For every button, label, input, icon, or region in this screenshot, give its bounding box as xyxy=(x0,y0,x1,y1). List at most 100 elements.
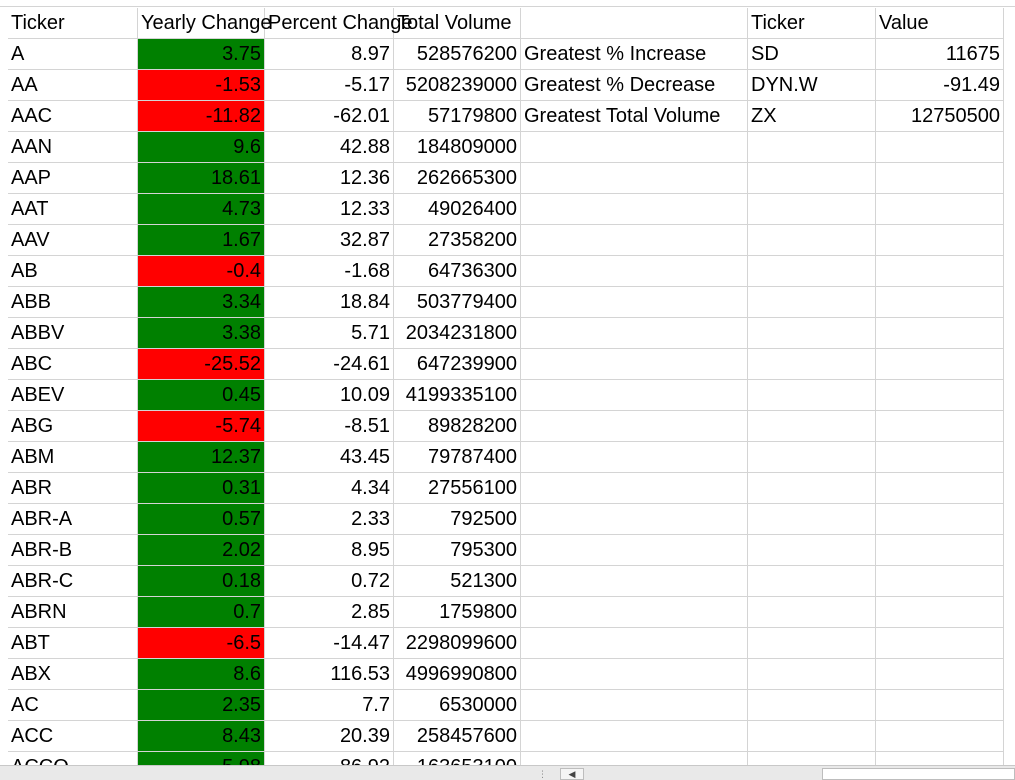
cell-yearly-change[interactable]: 0.31 xyxy=(138,473,265,504)
cell-percent-change[interactable]: 0.72 xyxy=(265,566,394,597)
cell-percent-change[interactable]: 8.95 xyxy=(265,535,394,566)
cell-percent-change[interactable]: 20.39 xyxy=(265,721,394,752)
header-percent-change[interactable]: Percent Change xyxy=(265,8,413,39)
cell-empty[interactable] xyxy=(748,504,876,535)
cell-ticker[interactable]: ABRN xyxy=(8,597,138,628)
cell-total-volume[interactable]: 2034231800 xyxy=(394,318,521,349)
scroll-left-arrow-icon[interactable]: ◀ xyxy=(560,768,584,780)
cell-summary-label[interactable]: Greatest % Decrease xyxy=(521,70,748,101)
cell-summary-value[interactable]: -91.49 xyxy=(876,70,1004,101)
cell-empty[interactable] xyxy=(876,256,1004,287)
cell-empty[interactable] xyxy=(876,752,1004,765)
cell-empty[interactable] xyxy=(876,287,1004,318)
cell-yearly-change[interactable]: 0.57 xyxy=(138,504,265,535)
cell-total-volume[interactable]: 89828200 xyxy=(394,411,521,442)
cell-empty[interactable] xyxy=(521,349,748,380)
cell-empty[interactable] xyxy=(521,473,748,504)
cell-percent-change[interactable]: 4.34 xyxy=(265,473,394,504)
cell-summary-value[interactable]: 12750500 xyxy=(876,101,1004,132)
cell-empty[interactable] xyxy=(748,690,876,721)
cell-total-volume[interactable]: 64736300 xyxy=(394,256,521,287)
cell-ticker[interactable]: ABG xyxy=(8,411,138,442)
cell-ticker[interactable]: ABR-C xyxy=(8,566,138,597)
cell-percent-change[interactable]: -24.61 xyxy=(265,349,394,380)
cell-empty[interactable] xyxy=(876,628,1004,659)
cell-ticker[interactable]: AA xyxy=(8,70,138,101)
cell-empty[interactable] xyxy=(748,597,876,628)
cell-empty[interactable] xyxy=(876,442,1004,473)
cell-yearly-change[interactable]: -1.53 xyxy=(138,70,265,101)
cell-yearly-change[interactable]: -0.4 xyxy=(138,256,265,287)
cell-yearly-change[interactable]: 18.61 xyxy=(138,163,265,194)
cell-yearly-change[interactable]: 8.6 xyxy=(138,659,265,690)
cell-empty[interactable] xyxy=(876,349,1004,380)
header-summary-ticker[interactable]: Ticker xyxy=(748,8,876,39)
cell-empty[interactable] xyxy=(521,194,748,225)
cell-yearly-change[interactable]: 12.37 xyxy=(138,442,265,473)
cell-percent-change[interactable]: 12.33 xyxy=(265,194,394,225)
horizontal-scrollbar[interactable]: ⋮ ◀ xyxy=(0,765,1015,780)
cell-total-volume[interactable]: 184809000 xyxy=(394,132,521,163)
cell-empty[interactable] xyxy=(748,349,876,380)
cell-percent-change[interactable]: 42.88 xyxy=(265,132,394,163)
cell-yearly-change[interactable]: 3.34 xyxy=(138,287,265,318)
cell-percent-change[interactable]: 2.33 xyxy=(265,504,394,535)
cell-total-volume[interactable]: 258457600 xyxy=(394,721,521,752)
cell-ticker[interactable]: AAT xyxy=(8,194,138,225)
cell-empty[interactable] xyxy=(748,318,876,349)
cell-total-volume[interactable]: 6530000 xyxy=(394,690,521,721)
cell-percent-change[interactable]: -62.01 xyxy=(265,101,394,132)
cell-empty[interactable] xyxy=(876,566,1004,597)
cell-empty[interactable] xyxy=(521,256,748,287)
scrollbar-thumb[interactable] xyxy=(822,768,1015,780)
cell-yearly-change[interactable]: 5.98 xyxy=(138,752,265,765)
cell-ticker[interactable]: AB xyxy=(8,256,138,287)
cell-total-volume[interactable]: 2298099600 xyxy=(394,628,521,659)
cell-empty[interactable] xyxy=(748,411,876,442)
cell-empty[interactable] xyxy=(748,566,876,597)
cell-yearly-change[interactable]: 8.43 xyxy=(138,721,265,752)
cell-ticker[interactable]: ABEV xyxy=(8,380,138,411)
cell-empty[interactable] xyxy=(521,287,748,318)
cell-ticker[interactable]: ABC xyxy=(8,349,138,380)
cell-yearly-change[interactable]: 4.73 xyxy=(138,194,265,225)
cell-percent-change[interactable]: 12.36 xyxy=(265,163,394,194)
cell-ticker[interactable]: ABR xyxy=(8,473,138,504)
cell-total-volume[interactable]: 163653100 xyxy=(394,752,521,765)
cell-total-volume[interactable]: 49026400 xyxy=(394,194,521,225)
cell-yearly-change[interactable]: 2.35 xyxy=(138,690,265,721)
cell-summary-ticker[interactable]: DYN.W xyxy=(748,70,876,101)
header-blank[interactable] xyxy=(521,8,748,39)
cell-total-volume[interactable]: 1759800 xyxy=(394,597,521,628)
cell-empty[interactable] xyxy=(748,163,876,194)
cell-empty[interactable] xyxy=(521,318,748,349)
cell-ticker[interactable]: ACC xyxy=(8,721,138,752)
cell-percent-change[interactable]: 86.92 xyxy=(265,752,394,765)
cell-percent-change[interactable]: 7.7 xyxy=(265,690,394,721)
cell-total-volume[interactable]: 521300 xyxy=(394,566,521,597)
cell-empty[interactable] xyxy=(876,597,1004,628)
cell-yearly-change[interactable]: 3.75 xyxy=(138,39,265,70)
cell-yearly-change[interactable]: -6.5 xyxy=(138,628,265,659)
cell-empty[interactable] xyxy=(521,690,748,721)
cell-empty[interactable] xyxy=(876,690,1004,721)
cell-yearly-change[interactable]: 2.02 xyxy=(138,535,265,566)
cell-ticker[interactable]: ABX xyxy=(8,659,138,690)
cell-empty[interactable] xyxy=(521,628,748,659)
cell-empty[interactable] xyxy=(521,721,748,752)
cell-yearly-change[interactable]: 1.67 xyxy=(138,225,265,256)
cell-yearly-change[interactable]: 3.38 xyxy=(138,318,265,349)
cell-percent-change[interactable]: 10.09 xyxy=(265,380,394,411)
cell-ticker[interactable]: A xyxy=(8,39,138,70)
cell-summary-label[interactable]: Greatest Total Volume xyxy=(521,101,748,132)
cell-empty[interactable] xyxy=(748,380,876,411)
cell-empty[interactable] xyxy=(521,752,748,765)
cell-total-volume[interactable]: 528576200 xyxy=(394,39,521,70)
cell-ticker[interactable]: ABR-A xyxy=(8,504,138,535)
cell-empty[interactable] xyxy=(748,473,876,504)
cell-empty[interactable] xyxy=(748,628,876,659)
cell-total-volume[interactable]: 5208239000 xyxy=(394,70,521,101)
cell-empty[interactable] xyxy=(876,504,1004,535)
cell-percent-change[interactable]: -5.17 xyxy=(265,70,394,101)
cell-empty[interactable] xyxy=(876,194,1004,225)
